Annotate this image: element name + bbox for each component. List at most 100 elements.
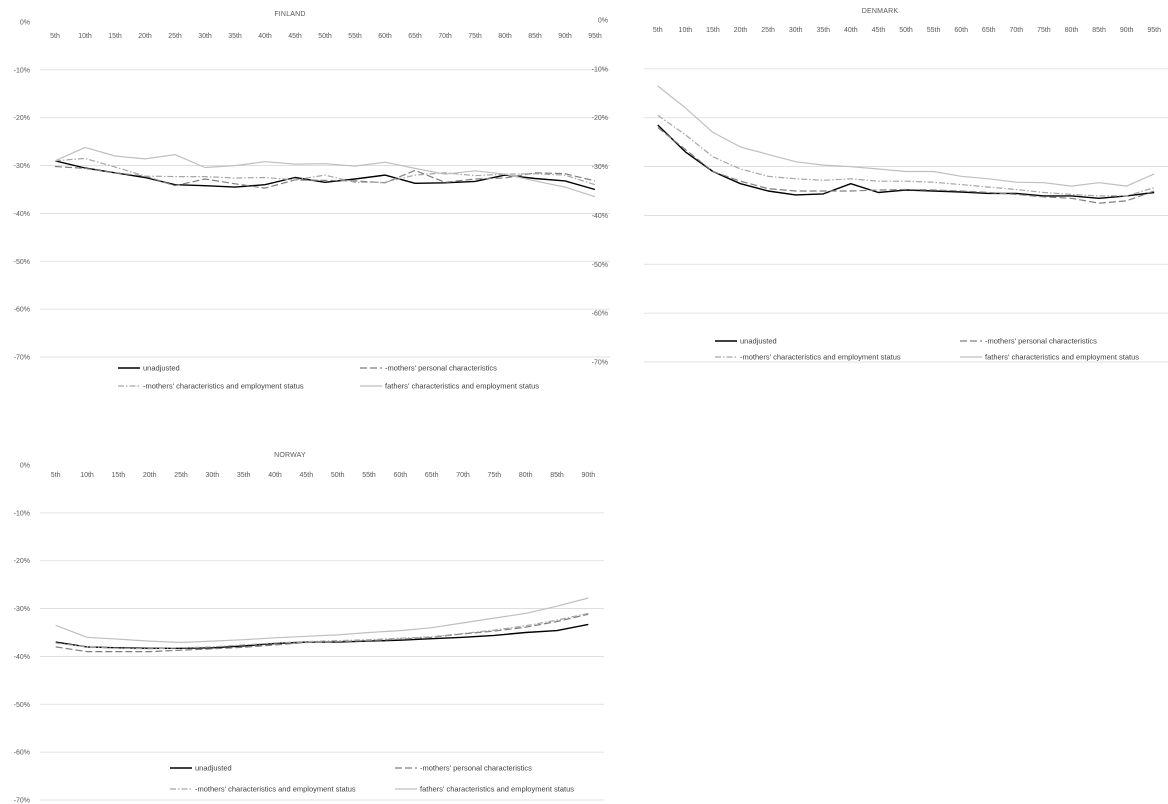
x-tick-label: 85th [1092, 27, 1106, 34]
x-tick-label: 60th [954, 27, 968, 34]
legend-label: -mothers' characteristics and employment… [143, 382, 304, 391]
x-tick-label: 90th [582, 472, 596, 479]
x-tick-label: 25th [174, 472, 188, 479]
x-tick-label: 15th [112, 472, 126, 479]
x-tick-label: 65th [408, 33, 422, 40]
x-tick-label: 75th [468, 33, 482, 40]
x-tick-label: 15th [108, 33, 122, 40]
y-tick-label: -60% [14, 307, 30, 314]
x-tick-label: 25th [168, 33, 182, 40]
x-tick-label: 35th [237, 472, 251, 479]
y-tick-label: -30% [14, 163, 30, 170]
series-line-4 [55, 597, 589, 644]
y-tick-label: -20% [14, 558, 30, 565]
y-tick-label: -20% [14, 115, 30, 122]
x-tick-label: 95th [588, 33, 602, 40]
x-tick-label: 20th [138, 33, 152, 40]
x-tick-label: 10th [679, 27, 693, 34]
series-line-1 [54, 160, 596, 191]
y-tick-label: 0% [598, 18, 608, 25]
y-tick-label: 0% [20, 463, 30, 470]
y-tick-label: -50% [14, 259, 30, 266]
x-tick-label: 20th [734, 27, 748, 34]
y-tick-label: -60% [592, 311, 608, 318]
x-tick-label: 10th [78, 33, 92, 40]
chart-title: DENMARK [862, 8, 899, 15]
x-tick-label: 65th [982, 27, 996, 34]
legend-label: fathers' characteristics and employment … [985, 353, 1139, 362]
x-tick-label: 50th [331, 472, 345, 479]
legend-label: -mothers' personal characteristics [985, 337, 1097, 346]
x-tick-label: 60th [378, 33, 392, 40]
legend-label: fathers' characteristics and employment … [385, 382, 539, 391]
x-tick-label: 5th [51, 472, 61, 479]
x-tick-label: 40th [844, 27, 858, 34]
x-tick-label: 5th [50, 33, 60, 40]
y-tick-label: -10% [592, 66, 608, 73]
y-tick-label: -70% [14, 355, 30, 362]
x-tick-label: 55th [348, 33, 362, 40]
x-tick-label: 5th [653, 27, 663, 34]
x-tick-label: 55th [927, 27, 941, 34]
x-tick-label: 90th [558, 33, 572, 40]
x-tick-label: 40th [268, 472, 282, 479]
x-tick-label: 80th [1065, 27, 1079, 34]
series-line-3 [657, 114, 1155, 197]
x-tick-label: 55th [362, 472, 376, 479]
x-tick-label: 70th [456, 472, 470, 479]
y-tick-label: -10% [14, 67, 30, 74]
legend-label: unadjusted [195, 764, 232, 773]
y-tick-label: -40% [14, 654, 30, 661]
x-tick-label: 70th [438, 33, 452, 40]
series-line-4 [657, 85, 1155, 187]
y-tick-label: -20% [592, 115, 608, 122]
x-tick-label: 10th [80, 472, 94, 479]
x-tick-label: 45th [872, 27, 886, 34]
y-tick-label: -10% [14, 510, 30, 517]
x-tick-label: 80th [519, 472, 533, 479]
series-line-3 [54, 157, 596, 186]
legend-label: -mothers' personal characteristics [420, 764, 532, 773]
chart-title: NORWAY [274, 452, 306, 459]
chart-title: FINLAND [274, 11, 305, 18]
x-tick-label: 45th [288, 33, 302, 40]
x-tick-label: 15th [706, 27, 720, 34]
y-tick-label: -50% [592, 262, 608, 269]
x-tick-label: 40th [258, 33, 272, 40]
x-tick-label: 25th [761, 27, 775, 34]
x-tick-label: 30th [789, 27, 803, 34]
series-line-1 [657, 124, 1155, 200]
series-line-4 [54, 146, 596, 198]
x-tick-label: 85th [528, 33, 542, 40]
legend-label: fathers' characteristics and employment … [420, 785, 574, 794]
x-tick-label: 70th [1010, 27, 1024, 34]
x-tick-label: 50th [899, 27, 913, 34]
legend-label: -mothers' characteristics and employment… [740, 353, 901, 362]
y-tick-label: -40% [592, 213, 608, 220]
x-tick-label: 80th [498, 33, 512, 40]
legend-label: -mothers' characteristics and employment… [195, 785, 356, 794]
x-tick-label: 65th [425, 472, 439, 479]
y-tick-label: -30% [14, 606, 30, 613]
x-tick-label: 75th [488, 472, 502, 479]
x-tick-label: 20th [143, 472, 157, 479]
series-line-2 [657, 127, 1155, 204]
chart-norway: 0% -10% -20% -30% -40% -50% -60% -70% NORWAY 5th 1… [14, 452, 604, 804]
legend-label: unadjusted [143, 364, 180, 373]
y-tick-label: -30% [592, 164, 608, 171]
x-tick-label: 95th [1147, 27, 1161, 34]
series-line-3 [55, 612, 589, 650]
y-tick-label: -70% [592, 360, 608, 367]
x-tick-label: 35th [816, 27, 830, 34]
chart-finland: 0% -10% -20% -30% -40% -50% -60% -70% FINLAND 5th… [14, 11, 610, 391]
y-tick-label: -40% [14, 211, 30, 218]
x-tick-label: 85th [550, 472, 564, 479]
x-tick-label: 90th [1120, 27, 1134, 34]
legend-label: unadjusted [740, 337, 777, 346]
x-tick-label: 30th [206, 472, 220, 479]
series-line-2 [55, 613, 589, 653]
legend-label: -mothers' personal characteristics [385, 364, 497, 373]
x-tick-label: 60th [394, 472, 408, 479]
y-tick-label: 0% [20, 20, 30, 27]
